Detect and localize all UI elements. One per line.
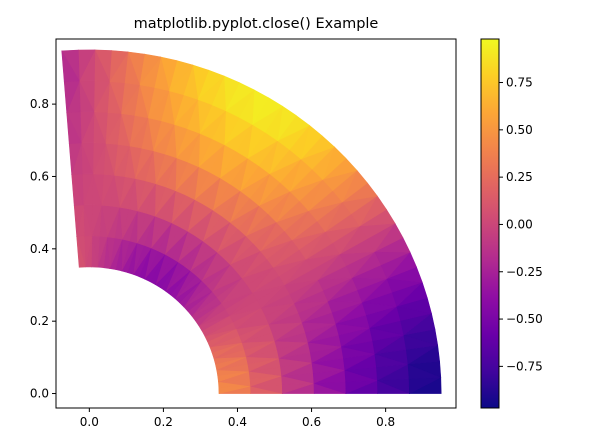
y-axis: 0.0 0.2 0.4 0.6 0.8 [30,97,56,400]
colorbar-tick-label: −0.25 [506,265,543,279]
colorbar-tick-label: 0.75 [506,76,533,90]
x-tick-label: 0.4 [228,415,247,429]
x-tick-label: 0.0 [80,415,99,429]
colorbar-tick-label: −0.75 [506,359,543,373]
x-axis: 0.0 0.2 0.4 0.6 0.8 [80,408,395,429]
x-tick-label: 0.2 [154,415,173,429]
plot-area [62,50,441,394]
y-tick-label: 0.2 [30,314,49,328]
x-tick-label: 0.6 [302,415,321,429]
y-tick-label: 0.0 [30,387,49,401]
colorbar-tick-label: 0.25 [506,170,533,184]
colorbar-tick-label: 0.50 [506,123,533,137]
y-tick-label: 0.8 [30,97,49,111]
colorbar-tick-label: −0.50 [506,312,543,326]
chart-title: matplotlib.pyplot.close() Example [134,16,379,32]
y-tick-label: 0.6 [30,169,49,183]
colorbar-ticks: −0.75 −0.50 −0.25 0.00 0.25 0.50 0.75 [499,76,543,374]
colorbar: −0.75 −0.50 −0.25 0.00 0.25 0.50 0.75 [481,39,543,408]
colorbar-tick-label: 0.00 [506,217,533,231]
colorbar-gradient [481,39,499,408]
tripcolor-mesh [62,50,441,394]
y-tick-label: 0.4 [30,242,49,256]
x-tick-label: 0.8 [376,415,395,429]
